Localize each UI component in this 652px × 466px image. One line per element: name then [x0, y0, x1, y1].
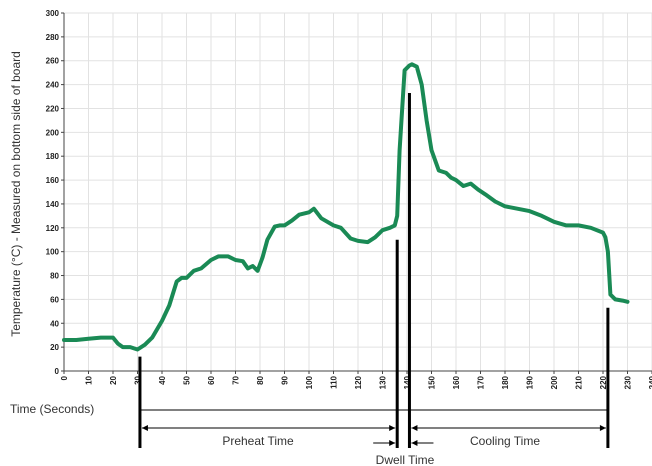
y-tick-label: 240 — [46, 81, 60, 90]
x-tick-label: 170 — [477, 375, 486, 389]
y-tick-label: 200 — [46, 128, 60, 137]
phase-annotations: Time (Seconds) Preheat Time Dwell Time C… — [10, 402, 540, 466]
y-tick-label: 180 — [46, 152, 60, 161]
arrow-head — [389, 440, 396, 446]
x-tick-label: 80 — [256, 375, 265, 384]
x-tick-label: 160 — [452, 375, 461, 389]
arrow-head — [389, 425, 396, 431]
y-tick-label: 260 — [46, 57, 60, 66]
x-tick-label: 180 — [501, 375, 510, 389]
time-seconds-label: Time (Seconds) — [10, 402, 94, 416]
y-tick-label: 0 — [55, 367, 60, 376]
x-tick-label: 190 — [526, 375, 535, 389]
x-tick-label: 230 — [624, 375, 633, 389]
x-tick-label: 120 — [354, 375, 363, 389]
y-tick-label: 100 — [46, 248, 60, 257]
phase-arrows — [139, 409, 608, 446]
x-tick-label: 110 — [330, 375, 339, 388]
y-tick-label: 280 — [46, 33, 60, 42]
y-tick-label: 300 — [46, 9, 60, 18]
x-tick-label: 130 — [379, 375, 388, 389]
x-axis-ticks: 0 10 20 30 40 50 60 70 80 90 100 110 120 130 140 150 160… — [60, 371, 652, 389]
dwell-time-label: Dwell Time — [376, 453, 435, 466]
x-tick-label: 240 — [648, 375, 652, 389]
arrow-head — [141, 425, 148, 431]
y-axis-title: Temperature (°C) - Measured on bottom si… — [9, 51, 23, 337]
arrow-head — [411, 440, 418, 446]
y-tick-label: 220 — [46, 104, 60, 113]
y-tick-label: 20 — [50, 343, 59, 352]
y-tick-label: 40 — [50, 319, 59, 328]
y-tick-label: 120 — [46, 224, 60, 233]
x-tick-label: 40 — [158, 375, 167, 384]
x-tick-label: 10 — [85, 375, 94, 384]
x-tick-label: 50 — [183, 375, 192, 384]
grid-lines — [63, 12, 652, 372]
x-tick-label: 0 — [60, 375, 69, 380]
y-tick-label: 80 — [50, 272, 59, 281]
cooling-time-label: Cooling Time — [470, 434, 540, 448]
phase-marker-bars — [138, 92, 610, 448]
x-tick-label: 150 — [428, 375, 437, 389]
temperature-series-line — [62, 62, 630, 352]
x-tick-label: 210 — [575, 375, 584, 389]
y-tick-label: 140 — [46, 200, 60, 209]
x-tick-label: 220 — [599, 375, 608, 389]
x-tick-label: 70 — [232, 375, 241, 384]
arrow-head — [599, 425, 606, 431]
x-tick-label: 140 — [403, 375, 412, 389]
x-tick-label: 100 — [305, 375, 314, 389]
x-tick-label: 30 — [134, 375, 143, 384]
preheat-time-label: Preheat Time — [222, 434, 294, 448]
y-tick-label: 160 — [46, 176, 60, 185]
x-tick-label: 60 — [207, 375, 216, 384]
x-tick-label: 20 — [109, 375, 118, 384]
x-tick-label: 200 — [550, 375, 559, 389]
y-tick-label: 60 — [50, 295, 59, 304]
x-tick-label: 90 — [281, 375, 290, 384]
arrow-head — [411, 425, 418, 431]
y-axis-ticks: 0 20 40 60 80 100 120 140 160 180 200 220 240 260 280 3… — [46, 9, 64, 376]
